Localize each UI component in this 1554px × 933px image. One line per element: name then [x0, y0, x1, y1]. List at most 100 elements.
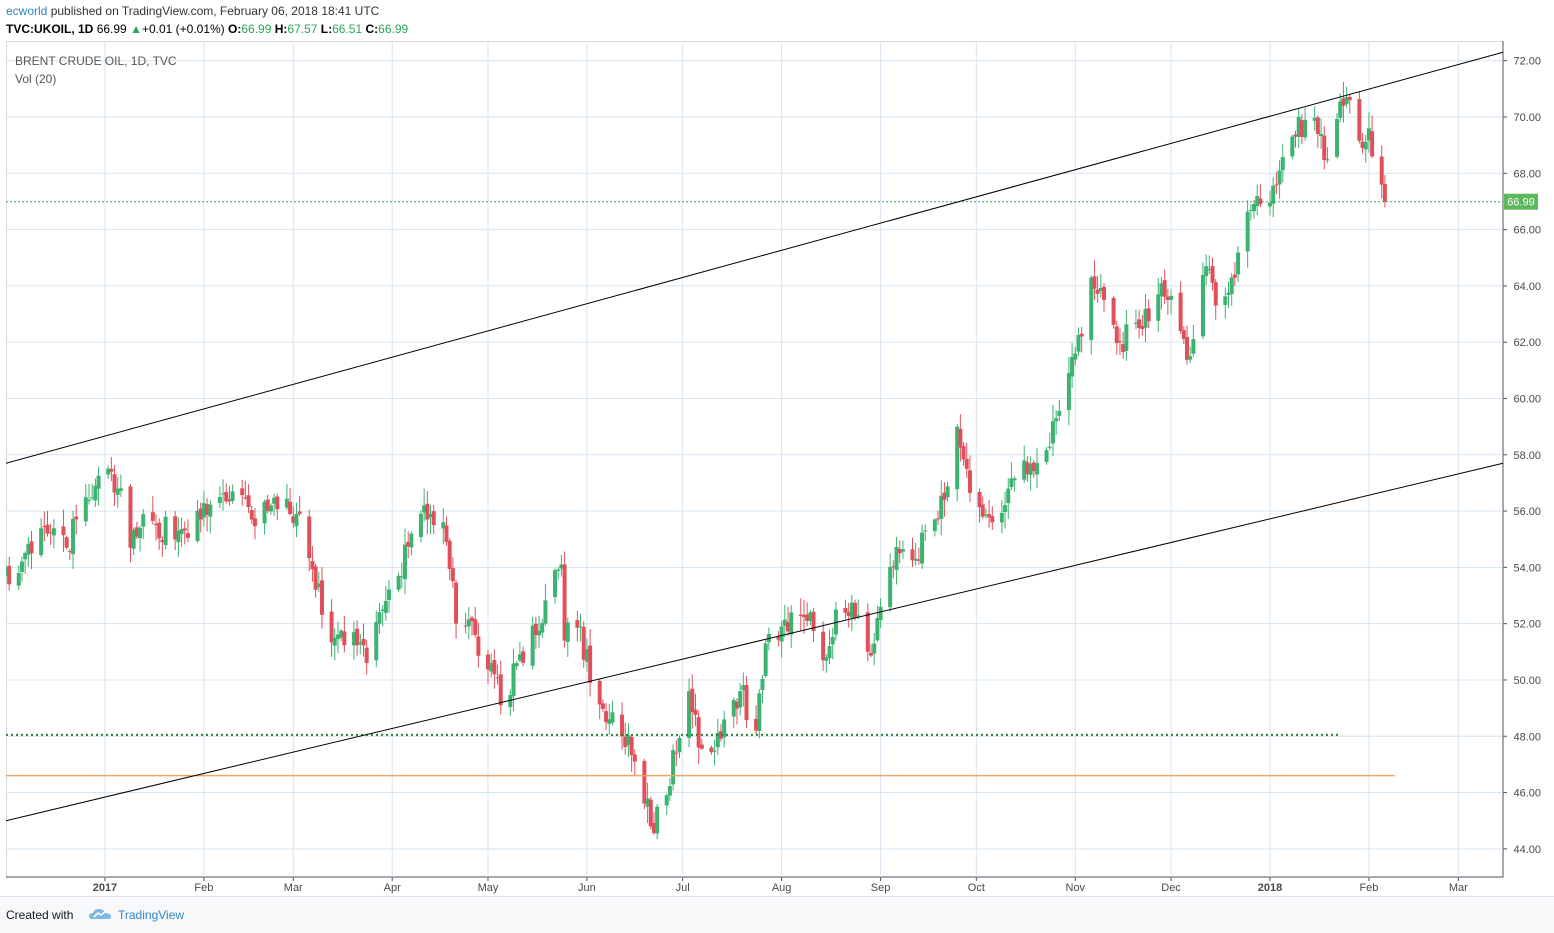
- candle-up: [1319, 133, 1324, 137]
- candle-down: [1165, 296, 1170, 300]
- candle-up: [741, 685, 746, 691]
- candle-down: [1121, 344, 1126, 352]
- candle-up: [722, 719, 727, 738]
- candle-up: [221, 493, 226, 495]
- candle-up: [655, 806, 660, 834]
- time-tick-label: May: [478, 882, 499, 894]
- time-tick-label: Dec: [1161, 882, 1181, 894]
- candle-down: [329, 611, 334, 643]
- candle-up: [409, 533, 414, 548]
- tradingview-link[interactable]: TradingView: [118, 908, 185, 922]
- candle-down: [342, 631, 347, 646]
- candle-up: [399, 576, 404, 578]
- candle-down: [811, 611, 816, 631]
- author-link[interactable]: ecworld: [6, 4, 48, 18]
- candle-down: [454, 582, 459, 624]
- candle-up: [1124, 324, 1129, 351]
- candle-up: [1338, 101, 1343, 118]
- price-tick-label: 54.00: [1513, 562, 1541, 574]
- candle-up: [1290, 136, 1295, 157]
- candle-up: [268, 505, 273, 512]
- time-tick-label: Mar: [284, 882, 303, 894]
- candle-up: [294, 513, 299, 527]
- candle-down: [227, 499, 232, 502]
- candle-up: [779, 626, 784, 642]
- candle-up: [945, 486, 950, 498]
- candle-up: [489, 663, 494, 672]
- candle-down: [916, 559, 921, 561]
- high-label: H:: [274, 22, 288, 36]
- candle-down: [224, 491, 229, 502]
- candle-down: [798, 614, 803, 616]
- candle-down: [1379, 156, 1384, 185]
- candle-down: [1162, 280, 1167, 297]
- candle-down: [275, 496, 280, 510]
- candle-down: [651, 822, 656, 834]
- candle-down: [1181, 330, 1186, 339]
- candle-down: [1232, 274, 1237, 278]
- candle-up: [565, 622, 570, 642]
- candle-up: [23, 553, 28, 560]
- candle-down: [690, 688, 695, 713]
- candle-up: [262, 501, 267, 524]
- candle-up: [830, 637, 835, 645]
- candle-down: [1025, 462, 1030, 475]
- price-tick-label: 46.00: [1513, 788, 1541, 800]
- candle-up: [428, 513, 433, 518]
- candle-up: [351, 632, 356, 646]
- close-label: C:: [365, 22, 379, 36]
- candle-up: [39, 528, 44, 556]
- candle-down: [897, 548, 902, 554]
- candle-up: [1156, 294, 1161, 321]
- candle-up: [1223, 296, 1228, 305]
- candle-down: [1146, 308, 1151, 322]
- quote-line: TVC:UKOIL, 1D 66.99 ▲+0.01 (+0.01%) O:66…: [6, 22, 408, 36]
- candle-up: [559, 564, 564, 569]
- chart-panel[interactable]: 72.00 70.00 68.00 66.00 64.00 62.00 60.00 58.00…: [6, 41, 1541, 894]
- candle-up: [118, 488, 123, 491]
- candle-down: [744, 685, 749, 721]
- candle-up: [1076, 334, 1081, 352]
- candle-down: [1178, 292, 1183, 331]
- price-tick-label: 66.00: [1513, 225, 1541, 237]
- candle-up: [1143, 308, 1148, 328]
- candle-up: [115, 488, 120, 495]
- candle-up: [923, 530, 928, 532]
- candle-up: [179, 529, 184, 535]
- candle-up: [1070, 357, 1075, 377]
- candle-down: [157, 522, 162, 539]
- candle-up: [537, 630, 542, 636]
- candle-up: [782, 619, 787, 626]
- candle-down: [1111, 297, 1116, 325]
- candle-down: [361, 638, 366, 646]
- candle-down: [42, 526, 47, 528]
- candle-up: [983, 514, 988, 516]
- candle-down: [648, 799, 653, 827]
- plot-area: [6, 41, 1504, 878]
- price-chart[interactable]: 72.00 70.00 68.00 66.00 64.00 62.00 60.00 58.00…: [6, 41, 1554, 896]
- candle-down: [967, 470, 972, 493]
- candle-down: [1114, 326, 1119, 344]
- candle-up: [422, 505, 427, 513]
- candle-down: [801, 614, 806, 618]
- candle-down: [431, 511, 436, 526]
- symbol-label[interactable]: TVC:UKOIL, 1D: [6, 22, 94, 36]
- candle-down: [1258, 198, 1263, 205]
- candle-up: [176, 530, 181, 543]
- candle-up: [738, 691, 743, 708]
- candle-up: [808, 612, 813, 622]
- candle-up: [1277, 170, 1282, 185]
- candle-up: [1267, 202, 1272, 207]
- price-tick-label: 72.00: [1513, 56, 1541, 68]
- candle-up: [90, 497, 95, 499]
- candle-down: [29, 541, 34, 554]
- candle-down: [1185, 337, 1190, 360]
- time-tick-label: Feb: [194, 882, 213, 894]
- last-price: 66.99: [96, 22, 127, 36]
- candle-up: [1191, 339, 1196, 354]
- candle-down: [109, 468, 114, 472]
- candle-down: [562, 564, 567, 641]
- candle-up: [789, 612, 794, 635]
- volume-indicator-label[interactable]: Vol (20): [15, 72, 57, 86]
- high-value: 67.57: [287, 22, 318, 36]
